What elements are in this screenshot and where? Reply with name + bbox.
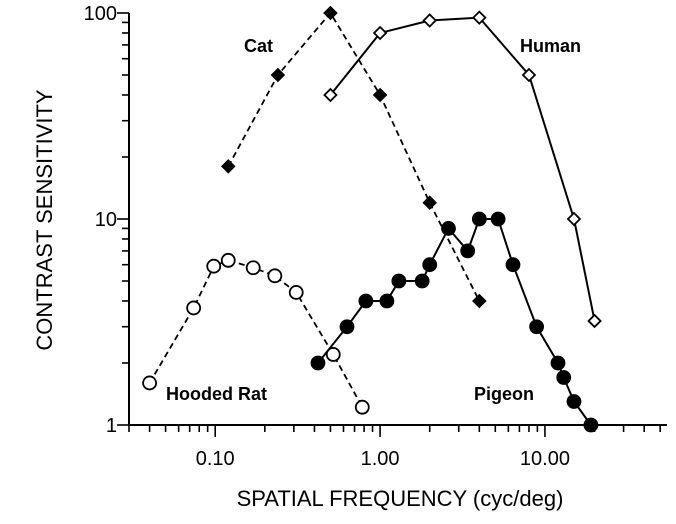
data-point-human	[521, 67, 537, 83]
data-point-pigeon	[460, 243, 476, 259]
series-line-cat	[227, 11, 481, 302]
data-point-hooded-rat	[220, 252, 236, 268]
data-point-human	[323, 87, 338, 103]
data-point-human	[566, 211, 582, 227]
series-hooded-rat	[142, 252, 370, 415]
series-human	[323, 10, 602, 329]
data-point-cat	[472, 293, 487, 309]
series-line-human	[329, 16, 596, 322]
data-point-pigeon	[310, 355, 326, 371]
data-point-cat	[323, 5, 338, 21]
data-point-hooded-rat	[245, 260, 261, 276]
label-cat: Cat	[244, 36, 273, 56]
data-point-pigeon	[414, 273, 430, 289]
data-point-cat	[422, 195, 437, 210]
y-axis-title: CONTRAST SENSITIVITY	[32, 89, 57, 351]
data-point-hooded-rat	[267, 268, 283, 284]
data-point-hooded-rat	[354, 399, 370, 415]
data-point-pigeon	[339, 319, 355, 335]
data-point-cat	[372, 87, 388, 103]
data-point-pigeon	[550, 355, 566, 371]
y-tick-label: 100	[84, 3, 117, 25]
series-group	[142, 5, 602, 433]
data-point-pigeon	[358, 293, 374, 309]
data-point-pigeon	[422, 257, 438, 273]
label-human: Human	[520, 36, 581, 56]
data-point-hooded-rat	[142, 375, 157, 391]
data-point-hooded-rat	[288, 285, 304, 300]
data-point-pigeon	[391, 273, 407, 289]
x-tick-label: 1.00	[361, 448, 400, 470]
y-tick-label: 1	[106, 415, 117, 437]
data-point-human	[422, 13, 437, 28]
data-point-pigeon	[529, 319, 544, 335]
axes: 0.10 1.00 10.00 1 10 100	[84, 3, 667, 470]
data-point-pigeon	[556, 370, 572, 385]
data-point-hooded-rat	[186, 300, 202, 316]
data-point-pigeon	[566, 394, 582, 409]
x-tick-label: 10.00	[520, 448, 570, 470]
y-tick-label: 10	[95, 209, 117, 231]
data-point-cat	[220, 159, 236, 174]
data-point-pigeon	[471, 211, 487, 227]
series-pigeon	[310, 211, 599, 433]
x-axis-title: SPATIAL FREQUENCY (cyc/deg)	[237, 486, 564, 511]
data-point-human	[472, 10, 487, 25]
data-point-pigeon	[583, 417, 599, 433]
data-point-pigeon	[505, 257, 521, 273]
data-point-hooded-rat	[325, 347, 341, 362]
data-point-cat	[270, 67, 286, 83]
data-point-hooded-rat	[206, 258, 222, 274]
x-tick-label: 0.10	[196, 448, 235, 470]
data-point-pigeon	[490, 211, 506, 227]
series-cat	[220, 5, 487, 309]
label-pigeon: Pigeon	[474, 384, 534, 404]
data-point-human	[587, 313, 602, 329]
data-point-human	[372, 25, 388, 41]
label-hooded-rat: Hooded Rat	[166, 384, 267, 404]
data-point-pigeon	[441, 221, 456, 236]
data-point-pigeon	[379, 293, 395, 309]
